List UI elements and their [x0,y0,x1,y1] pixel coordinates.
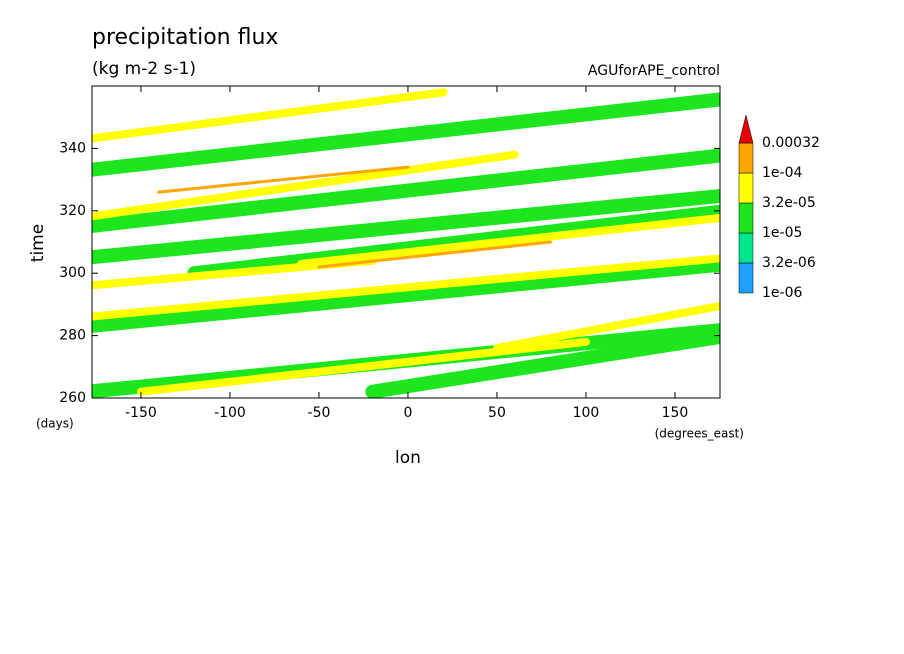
x-tick-label: -150 [125,405,157,421]
y-unit: (days) [36,417,74,431]
chart-title: precipitation flux [92,25,278,50]
y-tick-label: 300 [59,265,86,281]
colorbar-label: 3.2e-06 [762,255,816,271]
colorbar-box [738,172,754,204]
contour-streak [317,240,552,269]
x-tick-label: 100 [573,405,600,421]
field [92,88,720,398]
contour-streak [92,88,448,143]
x-tick-label: 0 [403,405,412,421]
colorbar-box [738,142,754,174]
colorbar-box [738,262,754,294]
contour-streak [297,213,720,268]
y-tick-label: 320 [59,203,86,219]
colorbar-label: 1e-04 [762,165,802,181]
contour-streak [92,148,720,233]
x-tick-label: -50 [308,405,331,421]
colorbar-label: 0.00032 [762,135,820,151]
contour-streak [365,329,720,398]
x-axis-label: lon [395,448,421,468]
x-tick-label: 50 [488,405,506,421]
contour-streak [92,92,720,177]
annotation: AGUforAPE_control [588,63,720,79]
y-tick-label: 340 [59,140,86,156]
contour-streak [92,254,720,321]
colorbar-box [738,232,754,264]
x-tick-label: -100 [214,405,246,421]
contour-streak [157,165,410,194]
contour-streak [92,150,519,221]
colorbar-extend [738,114,754,144]
x-unit: (degrees_east) [655,427,744,441]
contour-streak [492,301,720,353]
chart-subtitle: (kg m-2 s-1) [92,59,196,79]
y-axis-label: time [28,224,48,262]
y-tick-label: 280 [59,328,86,344]
colorbar-label: 1e-06 [762,285,802,301]
colorbar-box [738,202,754,234]
colorbar-label: 1e-05 [762,225,802,241]
contour-streak [187,204,720,281]
colorbar-label: 3.2e-05 [762,195,816,211]
contour-streak [92,188,720,265]
x-tick-label: 150 [662,405,689,421]
plot-frame [91,85,721,399]
contour-streak [136,337,590,396]
y-tick-label: 260 [59,390,86,406]
contour-streak [92,257,720,333]
